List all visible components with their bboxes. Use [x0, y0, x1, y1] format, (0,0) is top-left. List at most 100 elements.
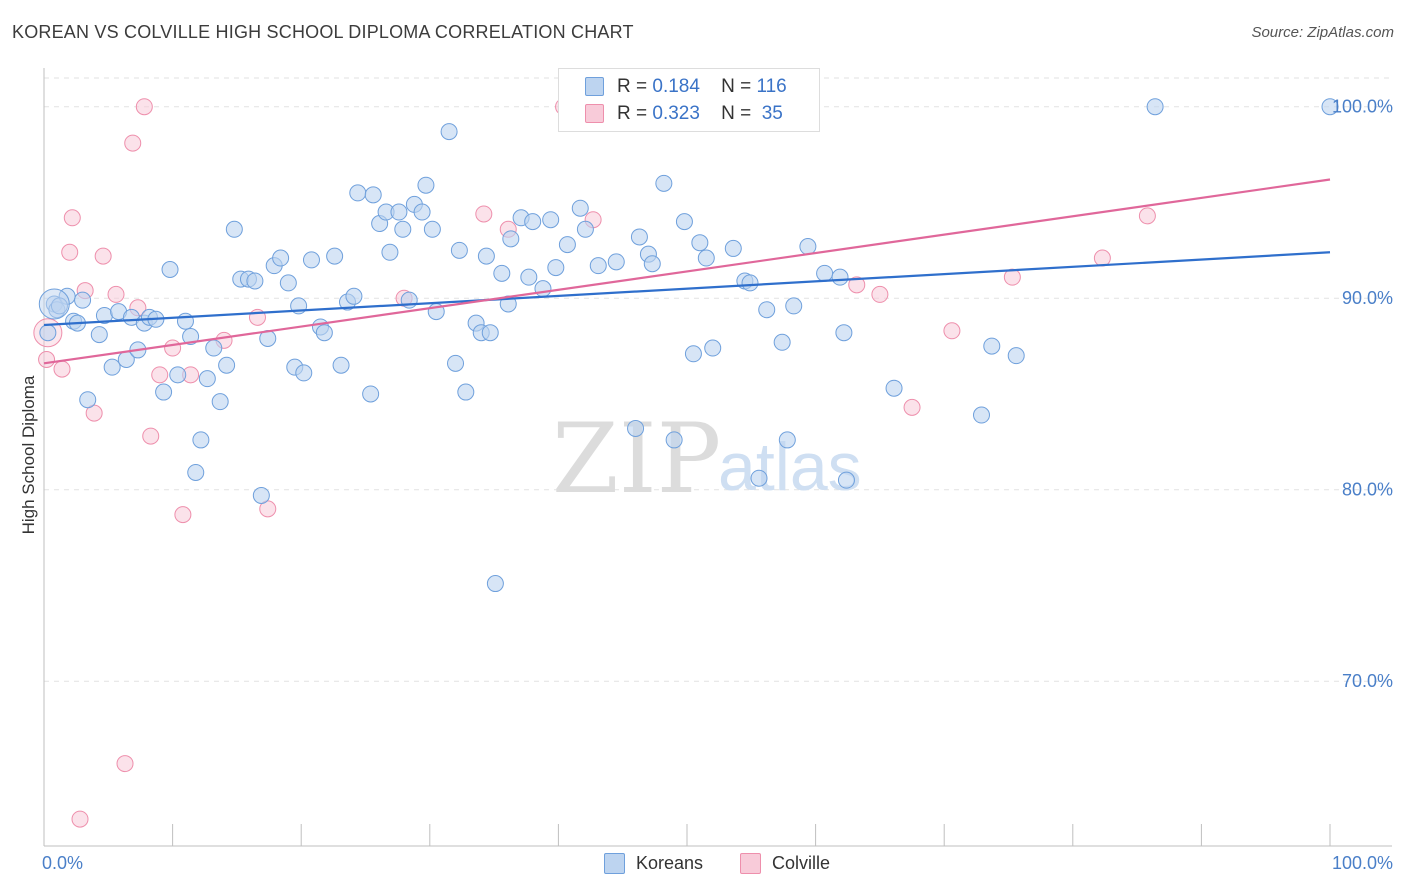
korean-point [394, 220, 412, 238]
korean-point [542, 211, 560, 229]
y-tick-label: 90.0% [1342, 288, 1393, 308]
korean-point [558, 236, 576, 254]
chart-title: KOREAN VS COLVILLE HIGH SCHOOL DIPLOMA C… [12, 22, 634, 42]
korean-point [1007, 347, 1025, 365]
bottom-koreans-label: Koreans [636, 853, 704, 873]
korean-point [252, 486, 270, 504]
korean-point [315, 324, 333, 342]
korean-point [246, 272, 264, 290]
source-credit: Source: ZipAtlas.com [1251, 24, 1394, 41]
x-tick-label: 0.0% [42, 853, 83, 873]
korean-point [643, 255, 661, 273]
colville-point [124, 134, 142, 152]
korean-point [758, 301, 776, 319]
korean-point [691, 234, 709, 252]
korean-point [972, 406, 990, 424]
bottom-koreans-swatch [604, 853, 625, 874]
bottom-colville-label: Colville [772, 853, 831, 873]
axis-labels: 70.0% 80.0% 90.0% 100.0% 0.0% 100.0% High Scho… [19, 97, 1393, 873]
koreans-r-label: R = [617, 76, 648, 97]
korean-point [1321, 98, 1339, 116]
korean-point [349, 184, 367, 202]
korean-point [655, 174, 673, 192]
korean-point [520, 268, 538, 286]
korean-point [547, 259, 565, 277]
gridlines [44, 77, 1392, 682]
y-tick-label: 80.0% [1342, 480, 1393, 500]
korean-point [74, 291, 92, 309]
korean-point [589, 257, 607, 275]
korean-point [155, 383, 173, 401]
colville-point [1138, 207, 1156, 225]
korean-point [493, 264, 511, 282]
korean-point [835, 324, 853, 342]
korean-point [79, 391, 97, 409]
colville-r-value: 0.323 [652, 103, 700, 124]
korean-point [302, 251, 320, 269]
colville-trend-line [43, 178, 1331, 365]
colville-point [71, 810, 89, 828]
korean-point [502, 230, 520, 248]
korean-point [440, 123, 458, 141]
watermark: ZIP atlas [552, 403, 862, 515]
korean-point [1146, 98, 1164, 116]
korean-point [741, 274, 759, 292]
korean-point [778, 431, 796, 449]
korean-point [103, 358, 121, 376]
korean-point [750, 469, 768, 487]
x-tick-label: 100.0% [1332, 853, 1393, 873]
koreans-r-value: 0.184 [652, 76, 700, 97]
colville-point [63, 209, 81, 227]
korean-point [326, 247, 344, 265]
koreans-trend-line [43, 251, 1331, 327]
korean-point [785, 297, 803, 315]
korean-point [607, 253, 625, 271]
korean-point [90, 326, 108, 344]
trend-lines [43, 178, 1331, 365]
korean-point [413, 203, 431, 221]
korean-point [684, 345, 702, 363]
korean-point [534, 280, 552, 298]
stats-legend: R = 0.184 N = 116 R = 0.323 N = 35 [558, 68, 820, 132]
colville-point [903, 398, 921, 416]
colville-point [116, 755, 134, 773]
colville-point [943, 322, 961, 340]
korean-point [198, 370, 216, 388]
colville-point [848, 276, 866, 294]
korean-point [364, 186, 382, 204]
korean-point [182, 328, 200, 346]
colville-n-label: N = [721, 103, 752, 124]
korean-point [423, 220, 441, 238]
korean-point [697, 249, 715, 267]
korean-point [39, 324, 57, 342]
korean-point [524, 213, 542, 231]
colville-point [94, 247, 112, 265]
colville-point [174, 506, 192, 524]
korean-point [630, 228, 648, 246]
y-tick-label: 70.0% [1342, 671, 1393, 691]
koreans-n-label: N = [721, 76, 752, 97]
colville-point [107, 285, 125, 303]
korean-point [885, 379, 903, 397]
korean-point [295, 364, 313, 382]
korean-point [665, 431, 683, 449]
korean-point [417, 176, 435, 194]
korean-point [627, 419, 645, 437]
koreans-points [38, 98, 1339, 593]
korean-point [272, 249, 290, 267]
y-tick-label: 100.0% [1332, 97, 1393, 117]
korean-point [211, 393, 229, 411]
korean-point [481, 324, 499, 342]
korean-point [205, 339, 223, 357]
korean-point [983, 337, 1001, 355]
korean-point [381, 243, 399, 261]
colville-point [38, 351, 56, 369]
colville-point [1093, 249, 1111, 267]
korean-point [837, 471, 855, 489]
korean-point [799, 238, 817, 256]
korean-point [176, 312, 194, 330]
korean-point [831, 268, 849, 286]
colville-point [135, 98, 153, 116]
korean-point [362, 385, 380, 403]
